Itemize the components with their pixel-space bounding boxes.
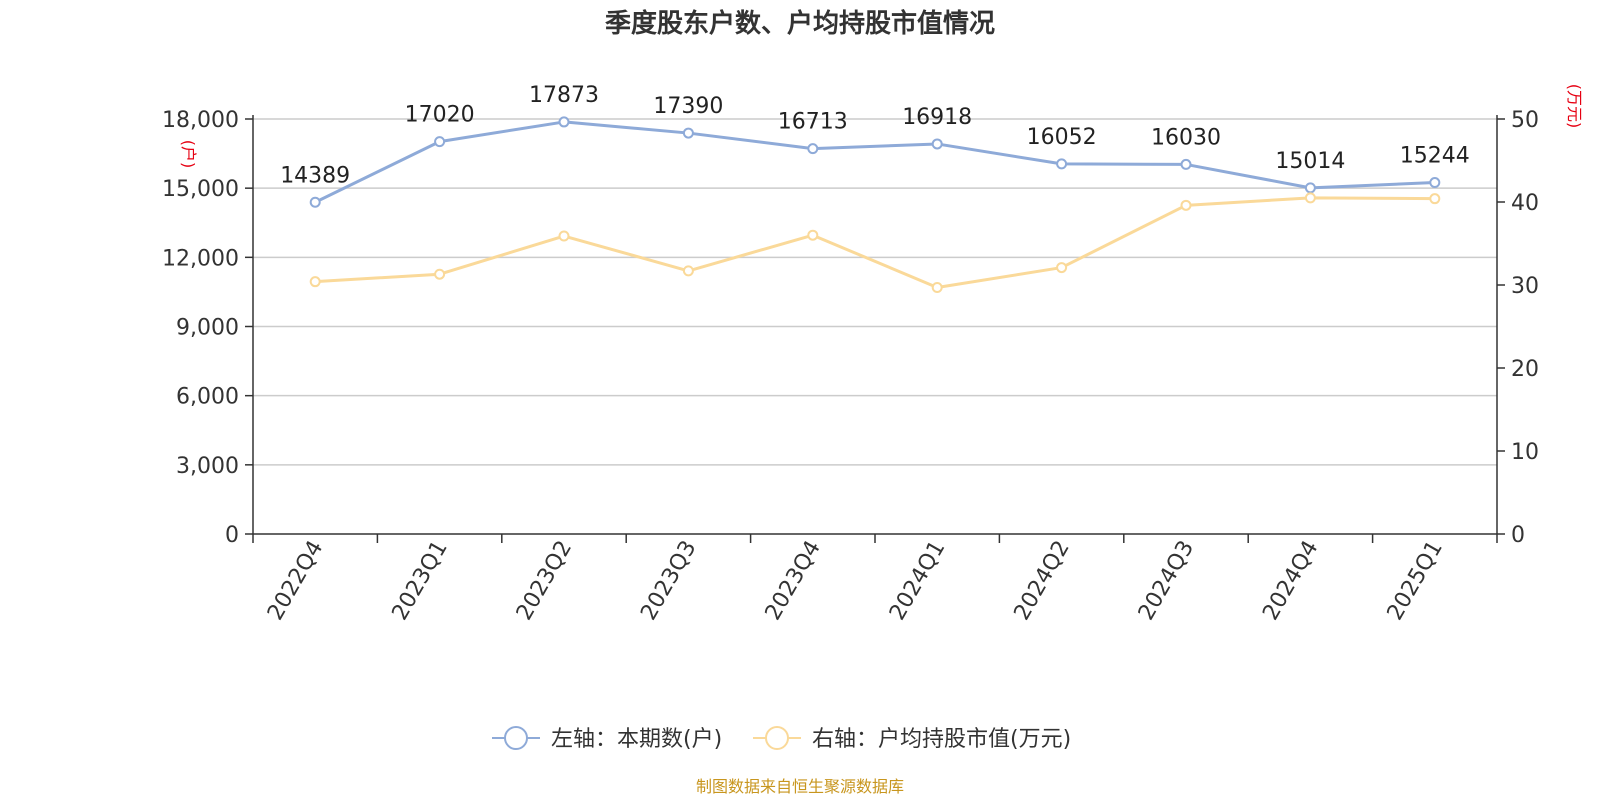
left-axis-tick-label: 0 bbox=[225, 523, 239, 548]
series-avg-value-line bbox=[313, 196, 1437, 289]
series-households-line bbox=[313, 120, 1437, 204]
right-axis-unit: (万元) bbox=[1565, 84, 1584, 129]
avg-value-point bbox=[807, 229, 819, 241]
left-axis-tick-label: 6,000 bbox=[176, 385, 239, 410]
source-note: 制图数据来自恒生聚源数据库 bbox=[696, 777, 904, 796]
households-data-label: 14389 bbox=[280, 163, 350, 188]
households-point bbox=[434, 136, 446, 148]
households-data-label: 17873 bbox=[529, 83, 599, 108]
households-point bbox=[807, 143, 819, 155]
left-axis-tick-label: 15,000 bbox=[162, 177, 239, 202]
avg-value-point bbox=[1056, 262, 1068, 274]
x-axis-tick-label: 2024Q4 bbox=[1258, 537, 1323, 625]
households-data-label: 16030 bbox=[1151, 125, 1221, 150]
series bbox=[309, 116, 1441, 293]
x-axis-tick-label: 2025Q1 bbox=[1383, 537, 1448, 625]
x-axis-tick-label: 2024Q1 bbox=[885, 536, 950, 624]
right-axis-tick-label: 20 bbox=[1511, 357, 1539, 382]
households-data-label: 16918 bbox=[902, 105, 972, 130]
avg-value-point bbox=[309, 276, 321, 288]
households-point bbox=[1429, 177, 1441, 189]
households-data-label: 15014 bbox=[1275, 149, 1345, 174]
households-data-label: 16713 bbox=[778, 110, 848, 135]
households-data-label: 17390 bbox=[653, 94, 723, 119]
grid-lines bbox=[253, 118, 1497, 466]
legend-item-avg-value[interactable]: 右轴：户均持股市值(万元) bbox=[753, 726, 1071, 752]
x-axis-tick-label: 2023Q1 bbox=[387, 537, 452, 625]
avg-value-point bbox=[434, 268, 446, 280]
avg-value-point bbox=[1304, 192, 1316, 204]
households-point bbox=[1304, 182, 1316, 194]
x-axis-tick-label: 2023Q2 bbox=[512, 537, 577, 625]
avg-value-point bbox=[682, 265, 694, 277]
x-axis-tick-label: 2023Q3 bbox=[636, 537, 701, 625]
left-axis-unit: (户) bbox=[179, 140, 198, 169]
right-axis-tick-label: 10 bbox=[1511, 440, 1539, 465]
x-axis-tick-label: 2023Q4 bbox=[761, 537, 826, 625]
legend[interactable]: 左轴：本期数(户) 右轴：户均持股市值(万元) bbox=[492, 726, 1071, 752]
left-axis-tick-label: 3,000 bbox=[176, 454, 239, 479]
households-point bbox=[309, 196, 321, 208]
right-axis-tick-label: 40 bbox=[1511, 191, 1539, 216]
chart-title: 季度股东户数、户均持股市值情况 bbox=[605, 8, 995, 39]
households-data-label: 15244 bbox=[1400, 144, 1470, 169]
x-axis-tick-label: 2024Q3 bbox=[1134, 537, 1199, 625]
legend-label-households: 左轴：本期数(户) bbox=[551, 727, 722, 752]
x-axis-tick-label: 2024Q2 bbox=[1009, 537, 1074, 625]
right-axis-tick-label: 50 bbox=[1511, 108, 1539, 133]
right-axis-tick-label: 30 bbox=[1511, 274, 1539, 299]
avg-value-point bbox=[558, 230, 570, 242]
avg-value-point bbox=[1180, 199, 1192, 211]
households-point bbox=[682, 127, 694, 139]
left-axis-tick-label: 12,000 bbox=[162, 246, 239, 271]
legend-label-avg-value: 右轴：户均持股市值(万元) bbox=[812, 727, 1071, 752]
avg-value-point bbox=[931, 281, 943, 293]
households-point bbox=[931, 138, 943, 150]
households-data-label: 17020 bbox=[405, 103, 475, 128]
data-labels: 14389 17020 17873 17390 16713 16918 16052 16030… bbox=[280, 83, 1470, 188]
avg-value-point bbox=[1429, 193, 1441, 205]
households-point bbox=[1056, 158, 1068, 170]
right-axis-tick-label: 0 bbox=[1511, 523, 1525, 548]
households-point bbox=[1180, 158, 1192, 170]
left-axis-tick-label: 18,000 bbox=[162, 108, 239, 133]
legend-item-households[interactable]: 左轴：本期数(户) bbox=[492, 726, 722, 752]
households-data-label: 16052 bbox=[1027, 125, 1097, 150]
households-point bbox=[558, 116, 570, 128]
left-axis-tick-label: 9,000 bbox=[176, 316, 239, 341]
x-axis-tick-label: 2022Q4 bbox=[263, 537, 328, 625]
